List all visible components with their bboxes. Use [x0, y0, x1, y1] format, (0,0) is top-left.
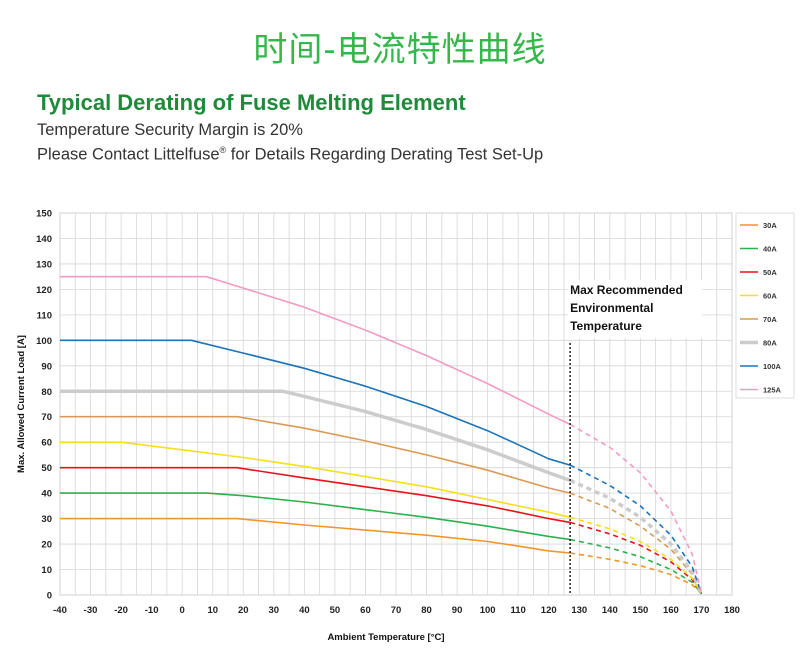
y-tick-label: 50	[41, 463, 52, 474]
y-tick-label: 40	[41, 489, 52, 500]
annotation-line: Temperature	[570, 319, 642, 333]
x-tick-label: -20	[114, 605, 128, 616]
legend-label-125A: 125A	[763, 386, 782, 395]
x-tick-label: 0	[180, 605, 185, 616]
subtitle-contact-suffix: for Details Regarding Derating Test Set-…	[226, 145, 544, 164]
series-line-50A	[60, 466, 571, 524]
x-tick-label: 70	[391, 605, 402, 616]
series-line-70A	[60, 415, 571, 494]
y-tick-label: 130	[36, 259, 52, 270]
x-tick-label: 80	[421, 605, 432, 616]
x-tick-label: 90	[452, 605, 463, 616]
series-line-60A	[60, 441, 571, 519]
x-tick-label: -10	[145, 605, 159, 616]
x-tick-label: 180	[724, 605, 740, 616]
subtitle-margin: Temperature Security Margin is 20%	[37, 121, 303, 139]
series-dashed-50A	[569, 521, 703, 595]
y-tick-label: 20	[41, 540, 52, 551]
legend-label-100A: 100A	[763, 362, 782, 371]
x-tick-label: 30	[269, 605, 280, 616]
y-tick-label: 100	[36, 336, 52, 347]
y-tick-label: 140	[36, 234, 52, 245]
x-axis-title: Ambient Temperature [°C]	[327, 632, 444, 643]
series-dashed-60A	[569, 516, 703, 595]
banner-title: 时间-电流特性曲线	[253, 30, 547, 70]
legend-box	[735, 212, 795, 399]
x-tick-label: 170	[694, 605, 710, 616]
x-tick-label: 150	[632, 605, 648, 616]
y-tick-label: 150	[36, 209, 52, 220]
subtitle-contact: Please Contact Littelfuse® for Details R…	[37, 145, 543, 165]
series-line-125A	[60, 275, 571, 426]
x-tick-label: 100	[480, 605, 496, 616]
registered-mark: ®	[219, 145, 227, 155]
x-tick-label: 50	[330, 605, 341, 616]
legend-label-80A: 80A	[763, 339, 777, 348]
x-tick-label: 40	[299, 605, 310, 616]
series-dashed-30A	[569, 552, 703, 595]
x-tick-label: 120	[541, 605, 557, 616]
series-dashed-100A	[569, 464, 703, 594]
series-line-40A	[60, 492, 571, 541]
subtitle-contact-prefix: Please Contact Littelfuse	[37, 145, 220, 164]
y-tick-label: 110	[37, 310, 52, 321]
y-tick-label: 80	[41, 387, 52, 398]
annotation-line: Environmental	[570, 301, 653, 315]
x-tick-label: 130	[571, 605, 587, 616]
y-tick-label: 70	[41, 412, 52, 423]
y-tick-label: 60	[41, 438, 52, 449]
chart-title: Typical Derating of Fuse Melting Element	[37, 90, 466, 115]
y-tick-label: 0	[47, 591, 52, 602]
x-tick-label: 60	[360, 605, 371, 616]
annotation-line: Max Recommended	[570, 283, 683, 297]
legend-label-30A: 30A	[763, 221, 777, 230]
y-tick-label: 120	[36, 285, 52, 296]
x-tick-label: -30	[84, 605, 98, 616]
y-tick-label: 30	[41, 514, 52, 525]
annotation-background	[568, 280, 703, 338]
legend-label-40A: 40A	[763, 245, 777, 254]
x-tick-label: 20	[238, 605, 249, 616]
x-tick-label: -40	[53, 605, 67, 616]
legend-label-70A: 70A	[763, 315, 777, 324]
x-tick-label: 140	[602, 605, 618, 616]
series-dashed-80A	[569, 478, 704, 595]
y-tick-label: 90	[41, 361, 52, 372]
y-tick-label: 10	[41, 565, 52, 576]
series-line-30A	[60, 517, 571, 554]
legend-label-50A: 50A	[763, 268, 777, 277]
x-tick-label: 110	[511, 605, 526, 616]
x-tick-label: 10	[207, 605, 218, 616]
series-dashed-125A	[569, 423, 703, 594]
legend-label-60A: 60A	[763, 292, 777, 301]
x-tick-label: 160	[663, 605, 679, 616]
y-axis-title: Max. Allowed Current Load [A]	[16, 335, 27, 473]
series-line-80A	[60, 389, 571, 483]
series-line-100A	[60, 339, 571, 466]
